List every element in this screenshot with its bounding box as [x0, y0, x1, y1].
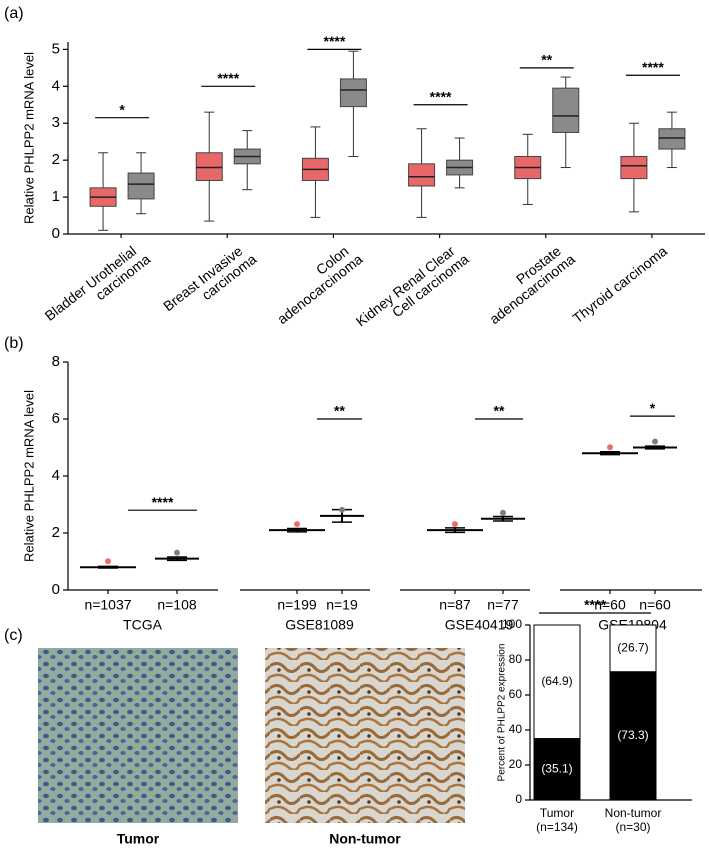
group-marker — [607, 444, 613, 451]
n-label: n=1037 — [84, 597, 131, 613]
group-label: TCGA — [123, 617, 163, 633]
y-tick-label: 0 — [52, 225, 60, 242]
significance-label: ** — [541, 52, 552, 68]
n-label: n=60 — [639, 597, 671, 613]
significance-label: **** — [642, 59, 664, 75]
y-tick-label: 0 — [52, 581, 60, 598]
group-label: GSE40419 — [445, 617, 514, 633]
y-tick-label: 2 — [52, 524, 60, 541]
significance-label: **** — [324, 33, 346, 49]
group-marker — [174, 549, 180, 556]
y-tick-label: 1 — [52, 188, 60, 205]
bar-segment — [533, 624, 581, 740]
n-label: n=108 — [157, 597, 197, 613]
box — [552, 87, 580, 133]
x-tick-label: (n=30) — [615, 820, 650, 834]
y-axis-label: Relative PHLPP2 mRNA level — [21, 390, 36, 562]
n-label: n=19 — [326, 597, 358, 613]
significance-label: * — [650, 400, 656, 416]
x-tick-label: (n=134) — [536, 820, 578, 834]
group-marker — [339, 506, 345, 513]
group-marker — [652, 438, 658, 445]
non-tumor-image — [265, 648, 465, 823]
x-tick-label: Thyroid carcinoma — [569, 243, 670, 327]
y-tick-label: 0 — [515, 792, 522, 806]
y-tick-label: 8 — [52, 353, 60, 370]
y-tick-label: 80 — [509, 652, 523, 666]
y-tick-label: 60 — [509, 687, 523, 701]
significance-label: * — [119, 101, 125, 117]
box — [408, 163, 436, 187]
bar-segment — [533, 738, 581, 801]
group-marker — [452, 521, 458, 528]
group-marker — [294, 521, 300, 528]
tumor-image — [38, 648, 238, 823]
significance-label: ** — [334, 403, 345, 419]
group-label: GSE81089 — [285, 617, 354, 633]
significance-label: **** — [430, 88, 452, 104]
panel-label: (a) — [4, 5, 24, 22]
value-label: (64.9) — [541, 674, 572, 688]
y-axis-label: Percent of PHLPP2 expression — [497, 644, 508, 782]
significance-label: **** — [152, 494, 174, 510]
x-tick-label: Non-tumor — [605, 806, 662, 820]
group-marker — [500, 509, 506, 516]
y-tick-label: 4 — [52, 77, 60, 94]
panel-label: (b) — [4, 335, 24, 352]
y-tick-label: 3 — [52, 114, 60, 131]
value-label: (26.7) — [617, 641, 648, 655]
significance-label: ** — [494, 403, 505, 419]
value-label: (73.3) — [617, 728, 648, 742]
image-caption: Non-tumor — [329, 831, 401, 847]
y-tick-label: 4 — [52, 467, 60, 484]
box — [339, 78, 367, 108]
significance-label: **** — [584, 597, 606, 613]
image-caption: Tumor — [117, 831, 160, 847]
x-tick-label: Tumor — [540, 806, 574, 820]
y-tick-label: 5 — [52, 40, 60, 57]
y-tick-label: 6 — [52, 410, 60, 427]
y-tick-label: 20 — [509, 757, 523, 771]
box — [195, 152, 223, 181]
bar-segment — [609, 624, 657, 673]
n-label: n=199 — [277, 597, 317, 613]
box — [620, 155, 648, 180]
significance-label: **** — [217, 70, 239, 86]
panel-label: (c) — [4, 627, 23, 644]
bar-segment — [609, 671, 657, 801]
value-label: (35.1) — [541, 761, 572, 775]
group-marker — [105, 558, 111, 565]
box — [658, 128, 686, 150]
y-tick-label: 2 — [52, 151, 60, 168]
n-label: n=60 — [594, 597, 626, 613]
box — [127, 172, 155, 200]
n-label: n=77 — [487, 597, 519, 613]
y-tick-label: 100 — [502, 617, 522, 631]
n-label: n=87 — [439, 597, 471, 613]
y-axis-label: Relative PHLPP2 mRNA level — [21, 52, 36, 224]
y-tick-label: 40 — [509, 722, 523, 736]
